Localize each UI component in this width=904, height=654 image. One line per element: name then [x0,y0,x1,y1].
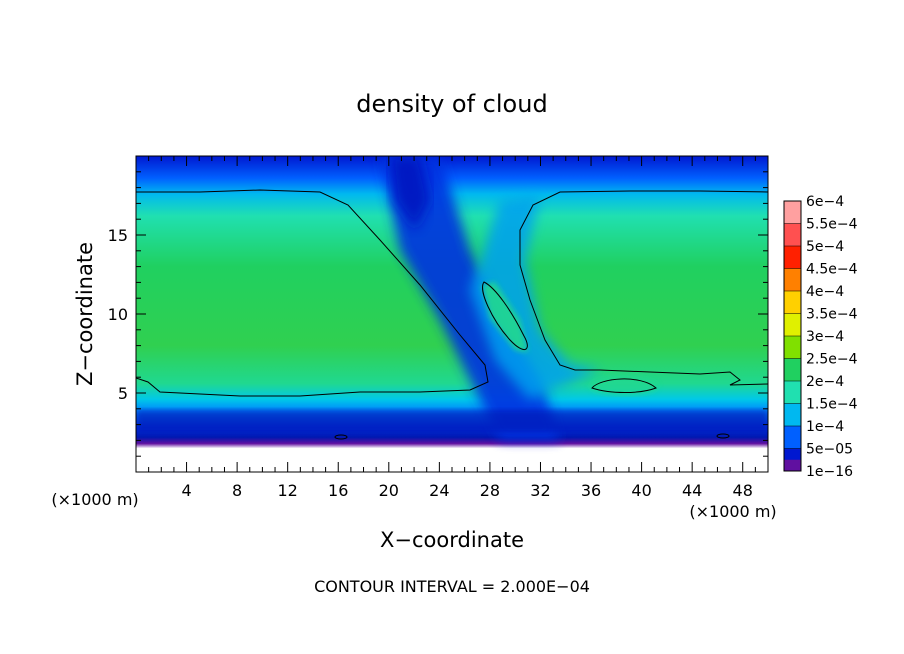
colorbar-swatch-min [784,459,801,471]
colorbar-label: 5.5e−4 [806,217,858,233]
contour-left-top [136,189,489,397]
colorbar-label: 1e−16 [806,464,853,480]
x-tick-label: 16 [328,481,348,500]
gap-region [470,195,600,400]
colorbar-swatch [784,291,801,314]
colorbar-label: 1.5e−4 [806,397,858,413]
bottom-band [136,410,768,432]
colorbar-swatch [784,336,801,359]
y-tick-labels: 5 10 15 [108,226,128,403]
colorbar-label: 4e−4 [806,284,844,300]
colorbar: 6e−4 5.5e−4 5e−4 4.5e−4 4e−4 3.5e−4 3e−4 2.5e−4… [783,194,858,480]
y-tick-label: 15 [108,226,128,245]
colorbar-label: 2.5e−4 [806,352,858,368]
colorbar-label: 3.5e−4 [806,307,858,323]
colorbar-swatch [784,201,801,224]
colorbar-label: 3e−4 [806,329,844,345]
x-tick-label: 40 [631,481,651,500]
colorbar-label: 5e−4 [806,239,844,255]
y-tick-label: 10 [108,305,128,324]
lower-right-lobe [590,377,658,395]
contour-ellipse-center [482,281,528,350]
x-tick-label: 28 [480,481,500,500]
colorbar-label: 5e−05 [806,442,853,458]
x-tick-label: 4 [181,481,191,500]
colorbar-swatch [784,246,801,269]
x-tick-label: 36 [581,481,601,500]
x-tick-label: 24 [429,481,449,500]
contour-interval-note: CONTOUR INTERVAL = 2.000E−04 [314,577,590,596]
x-axis-label: X−coordinate [380,528,524,552]
chart-title: density of cloud [356,90,547,118]
contour-lines [136,189,768,440]
downdraft-core [390,156,430,230]
y-axis-label: Z−coordinate [73,242,97,386]
colorbar-swatch [784,223,801,246]
contour-blob-right [716,433,730,439]
colorbar-swatch [784,381,801,404]
colorbar-label: 6e−4 [806,194,844,210]
x-tick-label: 48 [733,481,753,500]
contour-ellipse-lower [591,378,657,393]
y-tick-label: 5 [118,384,128,403]
x-tick-label: 20 [379,481,399,500]
colorbar-label: 2e−4 [806,374,844,390]
density-field [136,156,768,472]
colorbar-swatch [784,426,801,449]
colorbar-label: 4.5e−4 [806,262,858,278]
x-unit-right: (×1000 m) [689,502,776,521]
contour-blob-left [334,434,348,440]
x-tick-label: 12 [278,481,298,500]
gap-core [482,282,528,352]
colorbar-swatch [784,268,801,291]
x-tick-label: 32 [530,481,550,500]
colorbar-swatch [784,358,801,381]
colorbar-label: 1e−4 [806,419,844,435]
colorbar-swatch [784,313,801,336]
x-unit-left: (×1000 m) [51,490,138,509]
contour-right-top [519,190,768,386]
axis-ticks [136,156,768,472]
colorbar-swatch [784,403,801,426]
x-tick-label: 8 [232,481,242,500]
x-tick-label: 44 [682,481,702,500]
x-tick-labels: 4 8 12 16 20 24 28 32 36 40 44 48 [181,481,752,500]
